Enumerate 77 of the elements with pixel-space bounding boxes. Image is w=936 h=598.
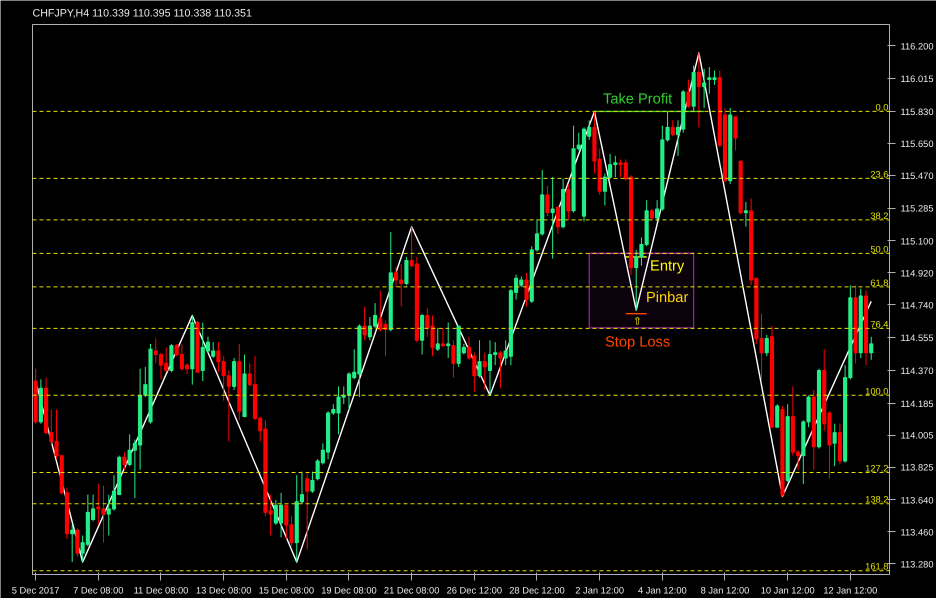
y-tick-label: 114.005 <box>900 430 934 441</box>
candlestick <box>556 206 560 234</box>
ref-line-label: 100.0 <box>865 386 888 396</box>
ref-line-label: 61.8 <box>870 278 888 288</box>
y-tick-label: 114.740 <box>900 300 934 310</box>
x-tick-label: 2 Jan 12:00 <box>575 586 624 596</box>
x-tick-label: 28 Dec 12:00 <box>509 586 565 596</box>
candlestick <box>702 68 706 108</box>
annotation: Entry <box>650 258 685 274</box>
y-tick-label: 115.100 <box>900 236 934 246</box>
candlestick <box>733 116 738 151</box>
candlestick <box>566 184 570 220</box>
annotation: Take Profit <box>602 91 672 108</box>
candlestick <box>670 120 675 137</box>
candlestick <box>744 201 748 228</box>
x-tick-label: 12 Jan 12:00 <box>823 586 878 596</box>
candlestick <box>75 528 80 558</box>
x-tick-label: 11 Dec 08:00 <box>134 586 188 596</box>
candlestick <box>404 256 408 286</box>
x-tick-label: 5 Dec 2017 <box>12 586 60 596</box>
candlestick <box>305 472 310 550</box>
y-tick-label: 115.830 <box>900 106 934 117</box>
candlestick <box>362 306 367 341</box>
candlestick <box>686 79 691 108</box>
candlestick <box>650 208 654 220</box>
ref-line-label: 38.2 <box>870 210 888 221</box>
ref-line-label: 138.2 <box>865 494 888 505</box>
x-tick-label: 26 Dec 12:00 <box>446 586 502 596</box>
annotation: Pinbar <box>646 290 688 306</box>
x-tick-label: 21 Dec 08:00 <box>384 586 440 596</box>
candlestick <box>764 334 769 357</box>
y-tick-label: 116.015 <box>900 74 934 84</box>
x-tick-label: 15 Dec 08:00 <box>258 586 314 596</box>
annotation: Stop Loss <box>605 334 670 350</box>
candlestick <box>451 340 456 378</box>
y-tick-label: 115.470 <box>900 170 934 181</box>
candlestick <box>310 471 314 494</box>
candlestick <box>122 452 126 470</box>
candlestick <box>482 352 487 390</box>
y-tick-label: 113.460 <box>900 527 934 538</box>
x-tick-label: 10 Jan 12:00 <box>760 586 815 596</box>
ref-line-label: 23.6 <box>870 169 888 180</box>
ref-line-label: 0.0 <box>876 102 888 112</box>
candlestick <box>545 185 550 217</box>
candlestick <box>498 350 502 389</box>
y-tick-label: 113.640 <box>900 495 934 506</box>
x-tick-label: 19 Dec 08:00 <box>321 586 377 596</box>
ref-line-label: 76.4 <box>870 319 888 330</box>
candlestick <box>775 404 780 428</box>
x-tick-label: 7 Dec 08:00 <box>73 586 124 596</box>
candlestick <box>696 52 701 128</box>
y-tick-label: 116.200 <box>900 41 934 52</box>
candlestick <box>440 327 446 348</box>
y-tick-label: 115.650 <box>900 138 934 149</box>
x-tick-label: 13 Dec 08:00 <box>196 586 252 596</box>
x-tick-label: 4 Jan 12:00 <box>638 586 687 596</box>
ref-line-label: 161.8 <box>865 562 888 572</box>
y-tick-label: 114.370 <box>900 366 934 376</box>
y-tick-label: 113.825 <box>900 462 934 473</box>
candlestick <box>436 327 440 352</box>
y-tick-label: 113.280 <box>900 559 934 570</box>
chart-title: CHFJPY,H4 110.339 110.395 110.338 110.351 <box>32 8 252 20</box>
y-tick-label: 114.920 <box>900 268 934 278</box>
y-tick-label: 115.285 <box>900 204 934 214</box>
candlestick <box>524 272 529 308</box>
candlestick <box>70 524 74 563</box>
candlestick <box>477 340 482 378</box>
annotation: ⇧ <box>633 316 642 328</box>
x-tick-label: 8 Jan 12:00 <box>700 586 750 596</box>
ref-line-label: 127.2 <box>865 464 888 474</box>
y-tick-label: 114.185 <box>900 398 934 409</box>
ref-line-label: 50.0 <box>870 244 888 254</box>
candlestick <box>550 176 555 260</box>
candlestick <box>869 336 874 360</box>
candlestick <box>832 423 837 467</box>
y-tick-label: 114.555 <box>900 333 934 344</box>
candlestick <box>446 322 450 359</box>
